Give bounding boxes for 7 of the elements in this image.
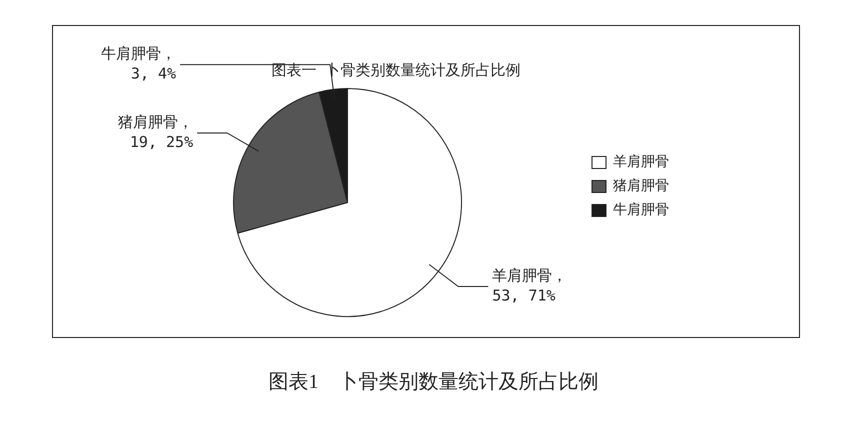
legend-label: 羊肩胛骨 [613,154,669,170]
legend-label: 猪肩胛骨 [613,178,669,194]
text: 图表1 卜骨类别数量统计及所占比例 [268,370,600,395]
data-label: 牛肩胛骨， 3, 4% [101,44,176,82]
data-label: 猪肩胛骨， 19, 25% [118,112,194,151]
legend-label: 牛肩胛骨 [613,202,669,218]
data-label: 羊肩胛骨， 53, 71% [492,266,568,304]
